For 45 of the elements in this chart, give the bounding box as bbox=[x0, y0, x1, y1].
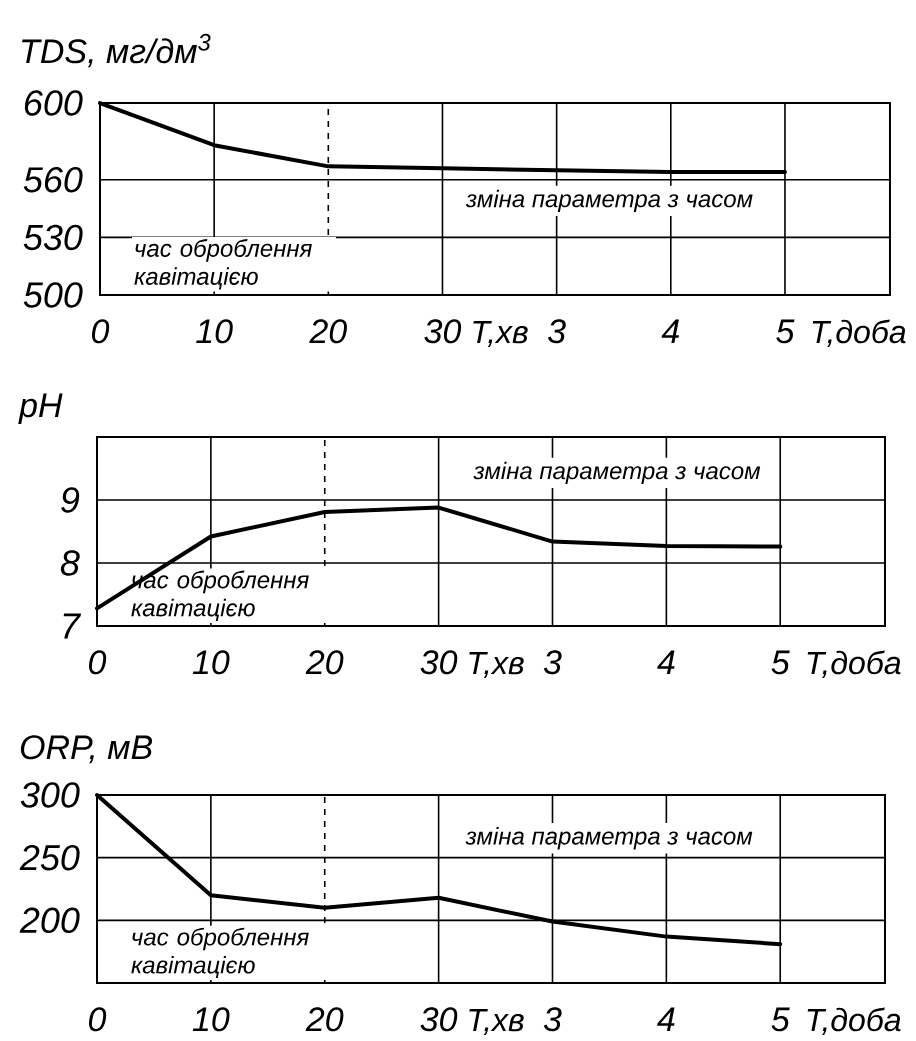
x-tick-label: 10 bbox=[192, 650, 230, 675]
y-axis-title: pH bbox=[18, 393, 63, 425]
x-tick-label: 0 bbox=[92, 319, 110, 344]
text: T,хв bbox=[469, 651, 524, 679]
y-tick-label: 500 bbox=[23, 282, 83, 308]
x-tick-label: 3 bbox=[543, 1007, 562, 1032]
x-axis-title: T,доба bbox=[807, 650, 901, 679]
x-tick-label: 4 bbox=[657, 1007, 675, 1031]
x-axis-title: T,доба bbox=[812, 319, 906, 348]
x-tick-label: 20 bbox=[305, 1007, 344, 1032]
x-tick-label: 5 bbox=[771, 1007, 790, 1032]
y-axis-title: ORP, мВ bbox=[20, 735, 153, 764]
x-tick-label: 30 bbox=[424, 319, 462, 344]
x-axis-title: T,доба bbox=[807, 1007, 901, 1036]
x-tick-label: 4 bbox=[661, 319, 679, 343]
x-tick-label: 20 bbox=[309, 319, 347, 344]
y-axis-title: TDS, мг/дм$^{3}$ bbox=[22, 33, 211, 68]
x-tick-label: 0 bbox=[89, 1007, 107, 1032]
x-tick-label: 3 bbox=[547, 319, 566, 344]
y-tick-label: 300 bbox=[20, 782, 80, 808]
y-tick-label: 250 bbox=[19, 844, 80, 871]
x-tick-label: 0 bbox=[89, 650, 107, 675]
annotation: час оброблення кавітацією bbox=[134, 239, 312, 290]
y-tick-label: 9 bbox=[61, 487, 80, 513]
annotation: час оброблення кавітацією bbox=[131, 927, 309, 979]
y-tick-label: 560 bbox=[23, 167, 83, 193]
y-tick-label: 530 bbox=[23, 224, 83, 251]
x-tick-label: 5 bbox=[776, 319, 795, 344]
annotation: зміна параметра з часом bbox=[465, 827, 753, 850]
x-tick-label: 30 bbox=[420, 1007, 458, 1032]
y-tick-label: 200 bbox=[19, 907, 80, 934]
x-tick-label: 10 bbox=[192, 1007, 230, 1032]
x-tick-label: 5 bbox=[771, 650, 790, 675]
y-tick-label: 8 bbox=[60, 550, 80, 576]
annotation: зміна параметра з часом bbox=[473, 461, 761, 485]
annotation: зміна параметра з часом bbox=[465, 189, 753, 213]
x-tick-label: 20 bbox=[305, 650, 344, 675]
y-tick-label: 600 bbox=[24, 90, 83, 116]
x-tick-label: 3 bbox=[543, 650, 562, 675]
text: T,хв bbox=[469, 1008, 524, 1036]
x-tick-label: 30 bbox=[420, 650, 458, 675]
y-tick-label: 7 bbox=[63, 613, 82, 639]
x-tick-label: 10 bbox=[196, 319, 233, 344]
text: T,хв bbox=[473, 320, 528, 348]
x-tick-label: 4 bbox=[657, 650, 675, 674]
